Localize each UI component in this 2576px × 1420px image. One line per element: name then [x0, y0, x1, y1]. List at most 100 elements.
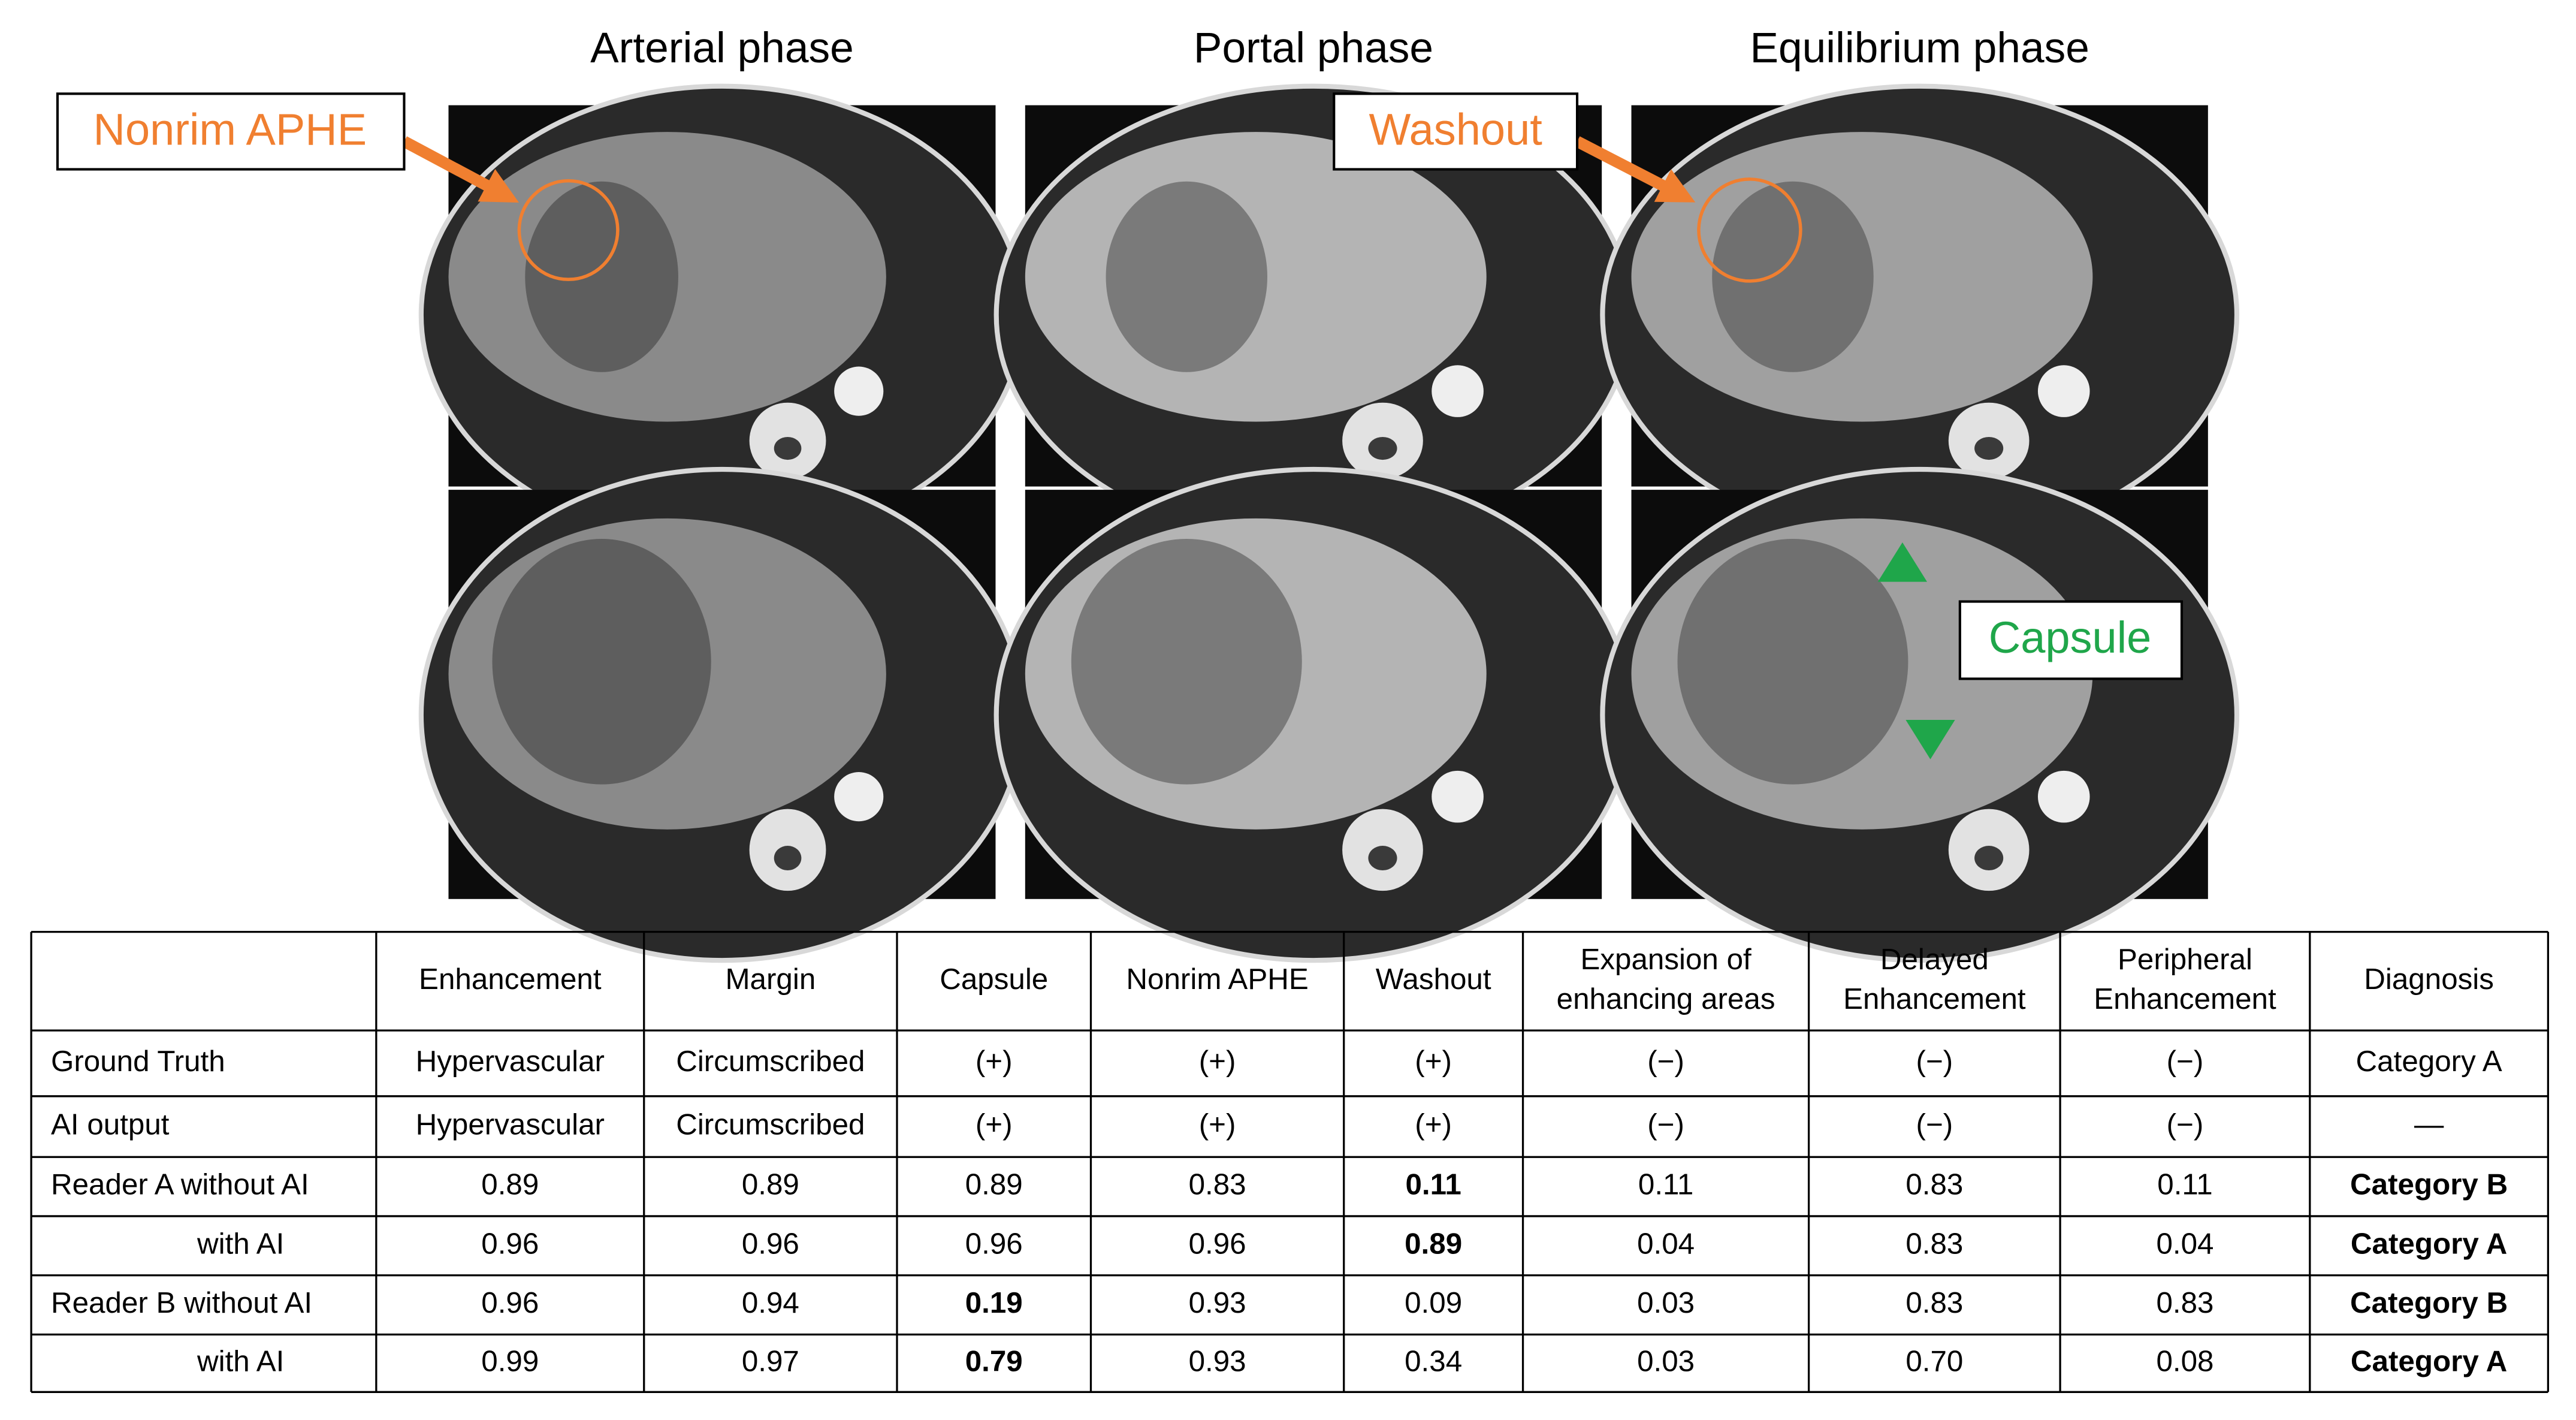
table-cell: 0.83 — [1905, 1168, 1963, 1201]
phase-title: Arterial phase — [590, 24, 854, 72]
annotation-label: Capsule — [1989, 613, 2152, 662]
table-cell: 0.34 — [1405, 1344, 1462, 1377]
table-cell: 0.93 — [1189, 1344, 1246, 1377]
arrow — [401, 136, 520, 203]
column-header: enhancing areas — [1557, 982, 1775, 1015]
table-cell: 0.99 — [481, 1344, 539, 1377]
column-header: Capsule — [940, 963, 1048, 996]
column-header: Nonrim APHE — [1126, 963, 1308, 996]
table-cell: — — [2414, 1108, 2444, 1141]
table-cell: 0.89 — [481, 1168, 539, 1201]
table-cell: (−) — [2167, 1108, 2204, 1141]
table-cell: (−) — [2167, 1045, 2204, 1078]
row-label: Reader A without AI — [51, 1168, 309, 1201]
table-cell: 0.09 — [1405, 1286, 1462, 1319]
lesion — [1106, 181, 1268, 372]
table-cell: 0.19 — [965, 1286, 1023, 1319]
table-cell: 0.83 — [2156, 1286, 2213, 1319]
table-cell: 0.89 — [965, 1168, 1023, 1201]
table-cell: (+) — [1415, 1108, 1452, 1141]
table-cell: 0.96 — [742, 1227, 799, 1260]
vertebral-canal — [1368, 846, 1397, 871]
label-box — [1333, 92, 1579, 171]
table-cell: 0.93 — [1189, 1286, 1246, 1319]
table-cell: (+) — [976, 1045, 1013, 1078]
table-cell: 0.11 — [1638, 1168, 1693, 1201]
vertebral-canal — [1974, 436, 2004, 460]
column-header: Delayed — [1880, 943, 1989, 976]
phase-title: Equilibrium phase — [1750, 24, 2089, 72]
table-cell: (+) — [1199, 1045, 1236, 1078]
ct-image — [418, 466, 1026, 963]
table-cell: 0.03 — [1637, 1344, 1695, 1377]
table-cell: 0.70 — [1905, 1344, 1963, 1377]
column-header: Expansion of — [1580, 943, 1751, 976]
aorta — [2037, 770, 2090, 823]
ct-image — [1600, 466, 2240, 963]
ct-image — [993, 83, 1633, 547]
row-label: AI output — [51, 1108, 170, 1141]
table-cell: Category A — [2356, 1045, 2502, 1078]
table-cell: (−) — [1916, 1108, 1953, 1141]
arrowhead-down — [1905, 719, 1955, 759]
ct-image — [1600, 83, 2240, 547]
row-label: with AI — [197, 1344, 284, 1377]
table-cell: 0.96 — [481, 1286, 539, 1319]
lesion — [1677, 539, 1908, 785]
table-cell: 0.96 — [965, 1227, 1023, 1260]
table-cell: 0.11 — [2157, 1168, 2212, 1201]
table-cell: Hypervascular — [416, 1108, 605, 1141]
table-cell: 0.79 — [965, 1344, 1023, 1377]
vertebral-canal — [774, 436, 802, 460]
table-cell: (−) — [1916, 1045, 1953, 1078]
table-cell: 0.97 — [742, 1344, 799, 1377]
aorta — [1432, 770, 1484, 823]
table-cell: 0.96 — [481, 1227, 539, 1260]
label-box — [56, 92, 406, 171]
table-cell: Category A — [2351, 1227, 2507, 1260]
table-cell: Circumscribed — [676, 1108, 865, 1141]
table-cell: 0.04 — [2156, 1227, 2213, 1260]
table-cell: Circumscribed — [676, 1045, 865, 1078]
aorta — [834, 772, 884, 822]
phase-title: Portal phase — [1194, 24, 1433, 72]
table-cell: 0.11 — [1405, 1168, 1461, 1201]
aorta — [1432, 365, 1484, 417]
arrowhead-up — [1877, 542, 1928, 582]
ct-image — [993, 466, 1633, 963]
column-header: Enhancement — [419, 963, 602, 996]
table-cell: 0.04 — [1637, 1227, 1695, 1260]
annotation-label: Nonrim APHE — [93, 105, 367, 155]
table-cell: 0.08 — [2156, 1344, 2213, 1377]
table-cell: Category B — [2350, 1286, 2508, 1319]
table-cell: 0.94 — [742, 1286, 799, 1319]
column-header: Enhancement — [2094, 982, 2276, 1015]
vertebral-canal — [1368, 436, 1397, 460]
table-cell: 0.83 — [1905, 1286, 1963, 1319]
row-label: Reader B without AI — [51, 1286, 312, 1319]
table-cell: Hypervascular — [416, 1045, 605, 1078]
aorta — [2037, 365, 2090, 417]
column-header: Washout — [1376, 963, 1491, 996]
table-cell: (+) — [1199, 1108, 1236, 1141]
lesion — [1712, 181, 1874, 372]
table-cell: Category B — [2350, 1168, 2508, 1201]
column-header: Diagnosis — [2364, 963, 2494, 996]
table-cell: (−) — [1647, 1045, 1684, 1078]
ct-panels: Arterial phase Portal phase Equilibrium ph… — [418, 24, 2240, 963]
results-table: Enhancement Margin Capsule Nonrim APHE Washo… — [30, 930, 2550, 1393]
table-cell: 0.89 — [1405, 1227, 1462, 1260]
column-header: Peripheral — [2118, 943, 2252, 976]
lesion-circle — [1697, 177, 1802, 283]
row-label: with AI — [197, 1227, 284, 1260]
table-cell: (−) — [1647, 1108, 1684, 1141]
table-cell: 0.83 — [1905, 1227, 1963, 1260]
table-cell: (+) — [1415, 1045, 1452, 1078]
table-cell: 0.96 — [1189, 1227, 1246, 1260]
table-cell: (+) — [976, 1108, 1013, 1141]
row-label: Ground Truth — [51, 1045, 225, 1078]
aorta — [834, 366, 884, 416]
lesion — [525, 181, 678, 372]
